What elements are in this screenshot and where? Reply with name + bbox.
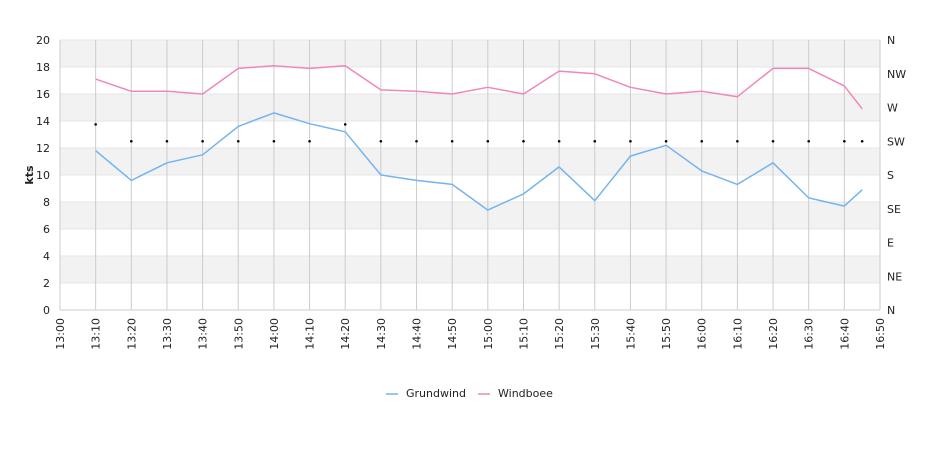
direction-point <box>700 139 704 143</box>
direction-point <box>629 139 632 143</box>
x-tick-label: 14:10 <box>304 318 317 350</box>
x-tick-label: 15:40 <box>624 318 637 350</box>
direction-point <box>236 139 240 143</box>
x-tick-label: 14:50 <box>446 318 459 350</box>
plot-band <box>60 94 880 121</box>
direction-point <box>94 123 97 126</box>
right-tick-label: E <box>887 237 894 250</box>
plot-band <box>60 121 880 148</box>
right-tick-label: N <box>887 304 895 317</box>
direction-point <box>130 139 133 143</box>
x-tick-label: 15:20 <box>553 318 566 350</box>
series-lines <box>95 64 863 211</box>
y-tick-label: 20 <box>36 34 50 47</box>
x-axis-ticks: 13:00 13:10 13:20 13:30 13:40 13:50 14:00 14:10… <box>54 318 887 350</box>
plot-band <box>60 40 880 67</box>
y-tick-label: 14 <box>36 115 50 128</box>
y-tick-label: 6 <box>43 223 50 236</box>
right-axis-ticks: N NE E SE S SW W NW N <box>887 34 906 317</box>
plot-frame <box>59 40 881 311</box>
plot-band <box>60 202 880 229</box>
direction-point <box>343 123 347 126</box>
x-tick-label: 13:40 <box>197 318 210 350</box>
y-tick-label: 12 <box>36 142 50 155</box>
right-tick-label: S <box>887 169 894 182</box>
x-tick-label: 13:30 <box>161 318 174 350</box>
x-tick-label: 16:30 <box>803 318 816 350</box>
x-tick-label: 16:10 <box>731 318 744 350</box>
plot-band <box>60 67 880 94</box>
legend: Grundwind Windboee <box>386 387 553 400</box>
x-tick-label: 13:50 <box>232 318 245 350</box>
y-tick-label: 8 <box>43 196 50 209</box>
x-tick-label: 14:20 <box>339 318 352 350</box>
x-tick-label: 15:10 <box>517 318 530 350</box>
direction-point <box>807 139 810 143</box>
direction-point <box>557 139 561 143</box>
direction-point <box>308 139 311 143</box>
right-tick-label: SE <box>887 203 901 216</box>
direction-point <box>450 139 454 143</box>
direction-point <box>415 139 418 143</box>
y-tick-label: 16 <box>36 88 50 101</box>
right-tick-label: W <box>887 102 898 115</box>
x-tick-label: 13:20 <box>125 318 138 350</box>
direction-point <box>843 139 846 143</box>
y-tick-label: 10 <box>36 169 50 182</box>
series-line-grundwind <box>95 112 863 211</box>
x-tick-label: 16:50 <box>874 318 887 350</box>
x-tick-label: 15:30 <box>589 318 602 350</box>
direction-point <box>736 139 739 143</box>
right-tick-label: N <box>887 34 895 47</box>
direction-point <box>201 139 204 143</box>
direction-point <box>664 139 668 143</box>
y-tick-label: 2 <box>43 277 50 290</box>
series-line-windboee <box>95 64 863 110</box>
direction-point <box>379 139 383 143</box>
direction-point <box>771 139 775 143</box>
right-tick-label: NW <box>887 68 906 81</box>
right-tick-label: NE <box>887 270 902 283</box>
direction-point <box>593 139 597 143</box>
plot-band <box>60 229 880 256</box>
direction-point <box>860 139 864 143</box>
x-tick-label: 14:30 <box>375 318 388 350</box>
x-tick-label: 13:00 <box>54 318 67 350</box>
x-tick-label: 16:00 <box>696 318 709 350</box>
direction-point <box>522 139 525 143</box>
direction-markers <box>94 123 864 143</box>
x-tick-label: 15:50 <box>660 318 673 350</box>
x-tick-label: 15:00 <box>482 318 495 350</box>
y-tick-label: 18 <box>36 61 50 74</box>
x-tick-label: 13:10 <box>90 318 103 350</box>
plot-band <box>60 283 880 310</box>
y-axis-ticks: 0 2 4 6 8 10 12 14 16 18 20 <box>36 34 50 317</box>
x-tick-label: 14:00 <box>268 318 281 350</box>
direction-point <box>272 139 276 143</box>
y-tick-label: 0 <box>43 304 50 317</box>
legend-label[interactable]: Grundwind <box>406 387 466 400</box>
y-tick-label: 4 <box>43 250 50 263</box>
plot-band <box>60 256 880 283</box>
x-tick-label: 14:40 <box>411 318 424 350</box>
legend-label[interactable]: Windboee <box>498 387 553 400</box>
right-tick-label: SW <box>887 135 905 148</box>
x-tick-label: 16:40 <box>838 318 851 350</box>
x-tick-label: 16:20 <box>767 318 780 350</box>
direction-point <box>165 139 169 143</box>
plot-band <box>60 148 880 175</box>
direction-point <box>486 139 490 143</box>
y-axis-title: kts <box>23 165 36 185</box>
